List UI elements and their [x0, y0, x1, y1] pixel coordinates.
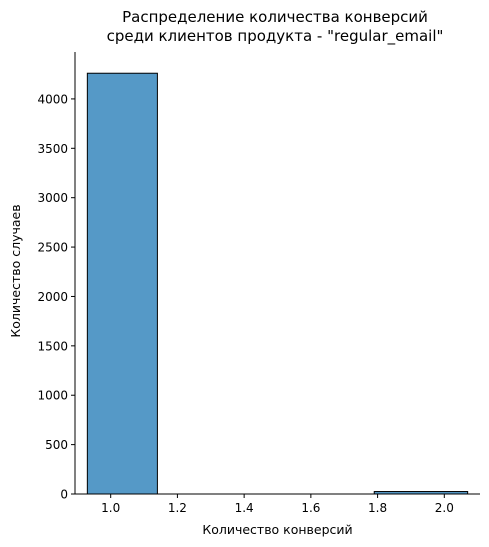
bars-group	[86, 72, 469, 495]
y-tick-label: 1500	[37, 339, 68, 353]
x-tick-label: 1.4	[235, 501, 254, 515]
chart-title: Распределение количества конверсий	[122, 8, 428, 26]
x-tick-label: 1.8	[368, 501, 387, 515]
chart-subtitle: среди клиентов продукта - "regular_email…	[107, 27, 444, 46]
y-ticks-group: 0 500 1000 1500 2000 2500 3000 3500 4000	[37, 92, 75, 502]
y-tick-label: 1000	[37, 389, 68, 403]
y-tick-label: 500	[45, 438, 68, 452]
y-tick-label: 0	[60, 488, 68, 502]
y-tick-label: 4000	[37, 92, 68, 106]
y-tick-label: 3500	[37, 142, 68, 156]
x-tick-label: 1.2	[168, 501, 187, 515]
y-tick-label: 3000	[37, 191, 68, 205]
x-tick-label: 1.6	[301, 501, 320, 515]
x-tick-label: 1.0	[101, 501, 120, 515]
x-axis-label: Количество конверсий	[202, 522, 352, 537]
histogram-bar-1	[86, 72, 158, 495]
x-tick-label: 2.0	[435, 501, 454, 515]
y-tick-label: 2500	[37, 241, 68, 255]
x-ticks-group: 1.0 1.2 1.4 1.6 1.8 2.0	[101, 494, 454, 515]
y-axis-label: Количество случаев	[8, 204, 23, 337]
y-tick-label: 2000	[37, 290, 68, 304]
